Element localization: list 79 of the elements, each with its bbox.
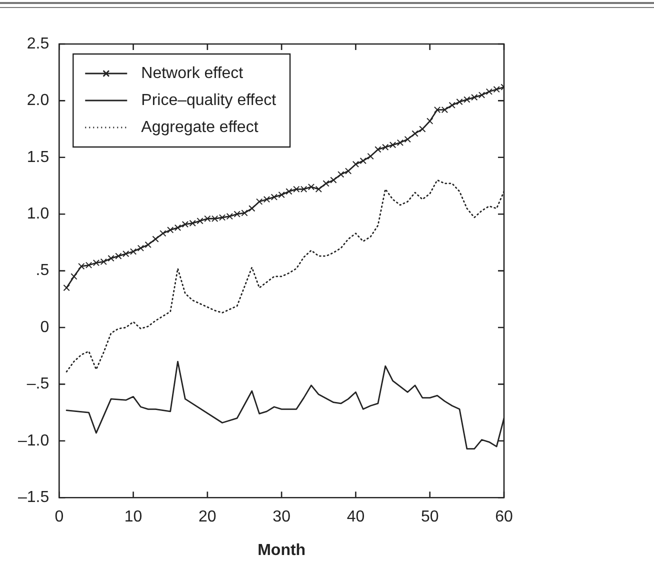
x-tick-label: 20 bbox=[198, 508, 216, 526]
point bbox=[63, 284, 70, 292]
point bbox=[412, 130, 418, 137]
point bbox=[300, 186, 308, 192]
point bbox=[137, 244, 144, 252]
point bbox=[182, 220, 189, 228]
point bbox=[493, 86, 500, 93]
point bbox=[167, 226, 174, 234]
x-tick-label: 60 bbox=[495, 508, 513, 526]
x-tick-label: 0 bbox=[54, 508, 64, 526]
point bbox=[70, 273, 78, 280]
point bbox=[404, 136, 411, 143]
point bbox=[85, 262, 92, 268]
point bbox=[389, 142, 396, 148]
point bbox=[130, 248, 137, 255]
y-tick-label: –.5 bbox=[26, 376, 50, 393]
legend-label: Price–quality effect bbox=[141, 92, 277, 109]
point bbox=[464, 96, 470, 103]
point bbox=[144, 241, 152, 248]
y-tick-label: .5 bbox=[36, 262, 50, 280]
y-tick-label: 1.0 bbox=[26, 206, 50, 223]
x-tick-label: 50 bbox=[420, 508, 439, 526]
point bbox=[270, 194, 278, 200]
x-axis-title: Month bbox=[258, 542, 306, 559]
y-tick-label: 2.0 bbox=[26, 92, 50, 110]
x-tick-label: 40 bbox=[346, 508, 365, 526]
point bbox=[315, 186, 322, 192]
point bbox=[152, 236, 159, 242]
point bbox=[115, 252, 122, 260]
y-tick-label: 0 bbox=[40, 318, 50, 336]
point bbox=[212, 215, 218, 222]
point bbox=[419, 126, 426, 132]
point bbox=[396, 139, 404, 146]
point bbox=[100, 258, 107, 266]
point bbox=[478, 92, 486, 98]
point bbox=[226, 213, 233, 220]
point bbox=[293, 186, 300, 192]
x-tick-label: 10 bbox=[124, 508, 142, 526]
point bbox=[160, 230, 166, 237]
point bbox=[367, 152, 374, 160]
point bbox=[204, 215, 211, 222]
y-tick-label: –1.0 bbox=[18, 432, 50, 450]
point bbox=[434, 106, 441, 114]
point bbox=[322, 180, 330, 187]
point bbox=[174, 224, 182, 232]
point bbox=[108, 255, 114, 262]
point bbox=[189, 220, 196, 226]
point bbox=[344, 168, 352, 174]
point bbox=[286, 188, 292, 195]
point bbox=[234, 210, 240, 218]
point bbox=[330, 176, 337, 184]
point bbox=[374, 146, 382, 153]
point bbox=[218, 214, 226, 221]
point bbox=[256, 198, 263, 205]
point bbox=[122, 250, 130, 258]
point bbox=[448, 102, 456, 109]
y-tick-label: 2.5 bbox=[26, 35, 50, 52]
point bbox=[196, 218, 204, 224]
legend-label: Aggregate effect bbox=[141, 118, 259, 136]
point bbox=[78, 262, 85, 270]
point bbox=[382, 144, 389, 151]
point bbox=[338, 171, 344, 178]
point bbox=[278, 191, 285, 198]
legend-label: Network effect bbox=[141, 64, 244, 82]
point bbox=[426, 118, 434, 124]
point bbox=[352, 160, 360, 168]
point bbox=[248, 205, 256, 212]
point bbox=[241, 210, 248, 216]
point bbox=[308, 184, 315, 190]
point bbox=[360, 157, 366, 164]
x-tick-label: 30 bbox=[272, 508, 291, 526]
point bbox=[471, 94, 478, 101]
point bbox=[92, 260, 100, 266]
y-tick-label: –1.5 bbox=[18, 489, 50, 506]
point bbox=[263, 196, 270, 203]
point bbox=[486, 88, 492, 95]
y-tick-label: 1.5 bbox=[26, 148, 50, 166]
point bbox=[456, 98, 463, 106]
point bbox=[441, 106, 448, 114]
